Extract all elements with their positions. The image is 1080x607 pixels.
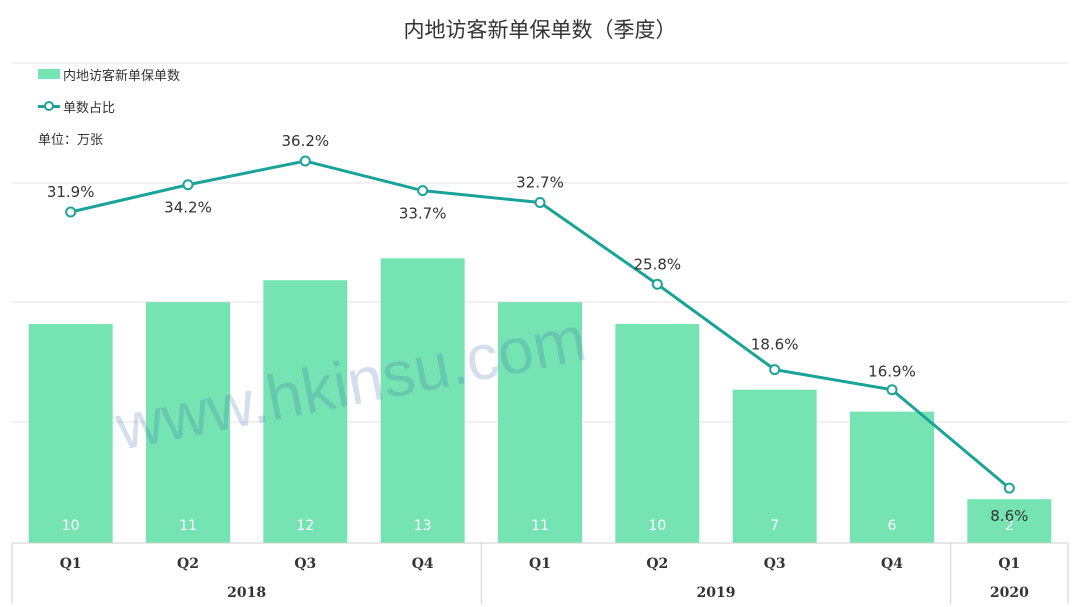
x-tick-label-4: Q1 (529, 556, 551, 572)
line-value-label-0: 31.9% (47, 183, 95, 201)
line-point-0 (65, 206, 77, 218)
unit-label: 单位：万张 (38, 133, 104, 148)
legend-item-line[interactable]: 单数占比 (38, 96, 115, 116)
x-tick-label-8: Q1 (998, 556, 1020, 572)
legend-line-swatch (38, 99, 60, 113)
bar-2 (263, 280, 348, 543)
line-value-label-2: 36.2% (282, 132, 330, 150)
legend-bar-swatch (38, 69, 60, 79)
line-value-label-1: 34.2% (164, 199, 212, 217)
bar-value-label-3: 13 (414, 518, 432, 534)
line-value-label-6: 18.6% (751, 336, 799, 354)
bar-value-label-7: 6 (888, 518, 897, 534)
bar-value-label-0: 10 (62, 518, 80, 534)
line-value-label-5: 25.8% (634, 255, 682, 273)
line-point-1 (182, 179, 194, 191)
legend-bar-label: 内地访客新单保单数 (63, 68, 181, 84)
bar-3 (380, 258, 465, 543)
line-point-2 (299, 155, 311, 167)
line-value-label-4: 32.7% (516, 174, 564, 192)
x-group-label-0: 2018 (227, 585, 266, 601)
bar-value-label-6: 7 (770, 518, 779, 534)
chart-title: 内地访客新单保单数（季度） (403, 18, 677, 42)
x-tick-label-1: Q2 (177, 556, 199, 572)
x-group-label-2: 2020 (990, 585, 1029, 601)
x-tick-label-7: Q4 (881, 556, 903, 572)
bar-7 (850, 411, 934, 543)
bar-6 (732, 389, 817, 543)
line-point-7 (886, 384, 898, 396)
line-point-8 (1003, 482, 1015, 494)
bar-value-label-4: 11 (531, 518, 549, 534)
legend-line-label: 单数占比 (63, 100, 116, 116)
line-value-label-3: 33.7% (399, 205, 447, 223)
bar-1 (146, 302, 230, 543)
bar-value-label-2: 12 (296, 518, 314, 534)
line-value-label-7: 16.9% (868, 363, 916, 381)
bar-value-label-8: 2 (1005, 518, 1014, 534)
line-value-label-8: 8.6% (990, 507, 1028, 525)
line-point-4 (534, 197, 546, 209)
line-point-5 (651, 278, 663, 290)
line-point-6 (769, 364, 781, 376)
bar-5 (615, 324, 700, 543)
x-tick-label-5: Q2 (646, 556, 668, 572)
x-group-label-1: 2019 (697, 585, 736, 601)
bar-value-label-5: 10 (648, 518, 666, 534)
x-tick-label-0: Q1 (60, 556, 82, 572)
x-tick-label-6: Q3 (764, 556, 786, 572)
bar-8 (967, 499, 1052, 543)
bar-4 (498, 302, 582, 543)
bar-0 (28, 324, 113, 543)
x-tick-label-3: Q4 (412, 556, 434, 572)
bar-value-label-1: 11 (179, 518, 197, 534)
line-point-3 (417, 185, 429, 197)
legend-item-bar[interactable]: 内地访客新单保单数 (38, 64, 180, 84)
x-tick-label-2: Q3 (294, 556, 316, 572)
